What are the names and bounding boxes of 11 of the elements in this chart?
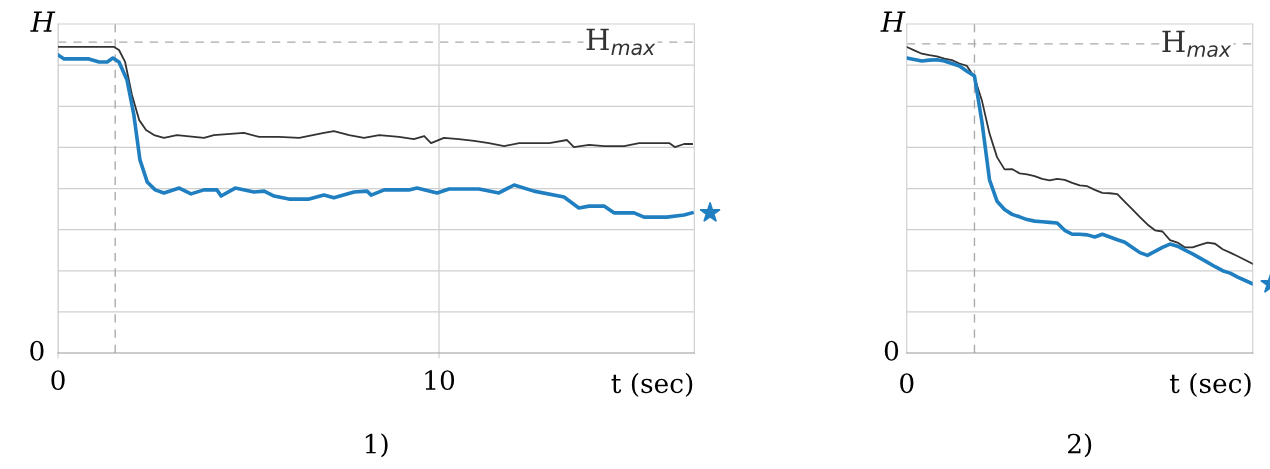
text: 0	[884, 340, 899, 361]
text: 1)	[365, 433, 388, 458]
text: 0	[30, 340, 44, 361]
text: 2)	[1068, 433, 1092, 458]
y-axis-title: H	[30, 11, 56, 32]
x-tick-label: 10	[425, 370, 455, 391]
ref-line-label: H$_{max}$	[586, 28, 656, 56]
ref-line-label: H$_{max}$	[1162, 30, 1232, 57]
y-axis-title: H	[880, 11, 906, 32]
x-axis-title: t (sec)	[1169, 372, 1251, 397]
x-axis-title: t (sec)	[611, 372, 693, 397]
